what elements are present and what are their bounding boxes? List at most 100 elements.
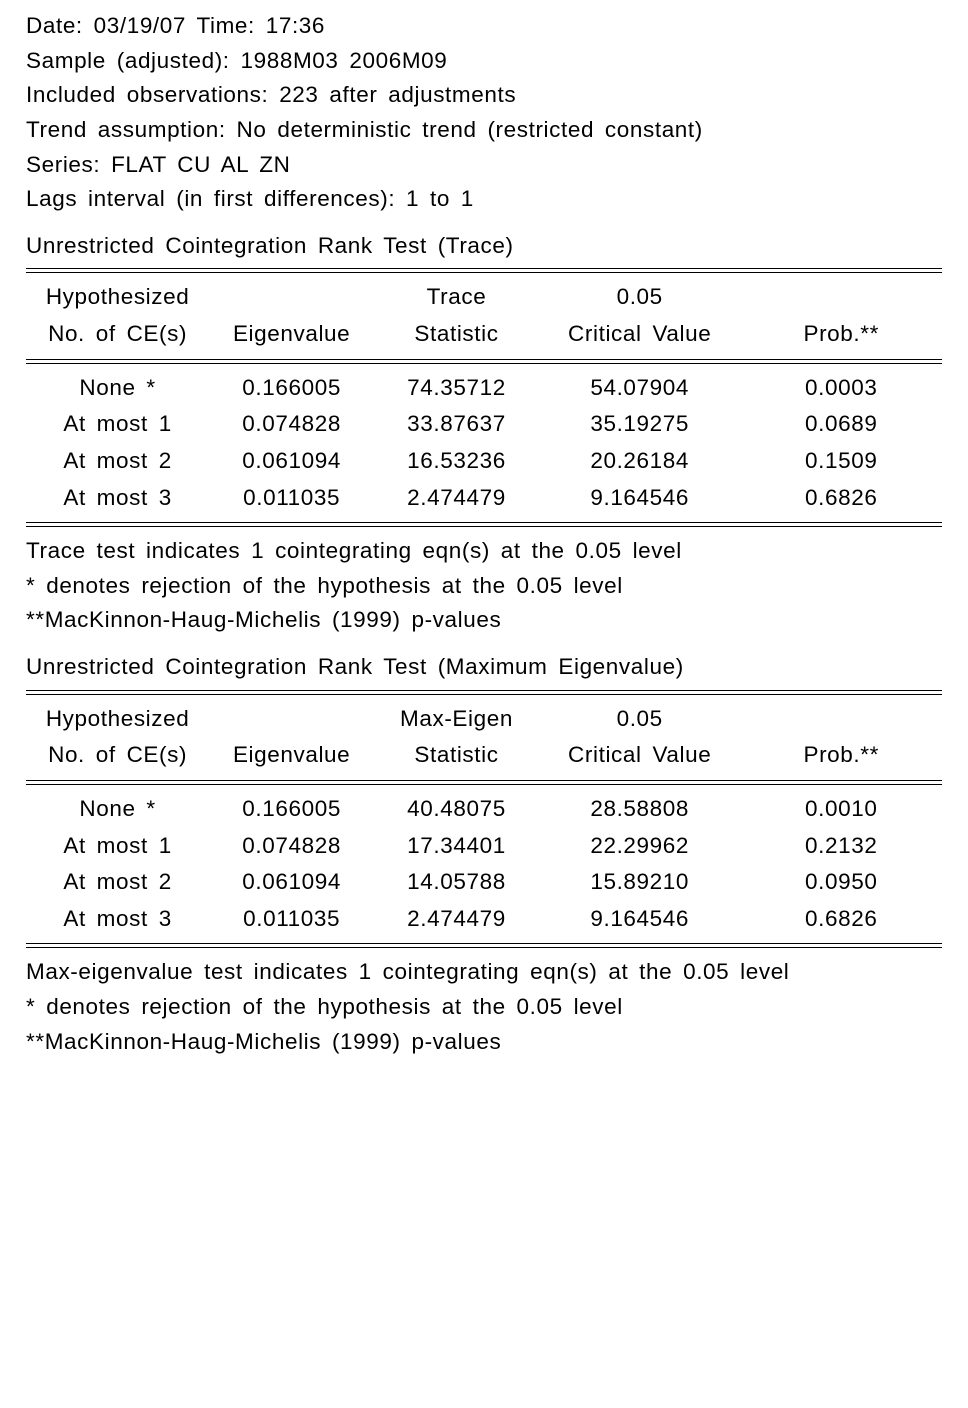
col-crit-r2: Critical Value	[539, 316, 741, 353]
cell-crit: 35.19275	[539, 406, 741, 443]
col-crit-r1: 0.05	[539, 701, 741, 738]
output-page: Date: 03/19/07 Time: 17:36 Sample (adjus…	[0, 0, 968, 1070]
rule-double	[26, 359, 942, 364]
rule-double	[26, 780, 942, 785]
table-row: None * 0.166005 40.48075 28.58808 0.0010	[26, 791, 942, 828]
trace-data-table: None * 0.166005 74.35712 54.07904 0.0003…	[26, 370, 942, 517]
col-stat-r2: Statistic	[374, 316, 539, 353]
cell-hyp: None *	[26, 791, 209, 828]
cell-stat: 33.87637	[374, 406, 539, 443]
col-prob-r1	[740, 279, 942, 316]
trace-notes: Trace test indicates 1 cointegrating eqn…	[26, 535, 942, 637]
table-row: At most 1 0.074828 33.87637 35.19275 0.0…	[26, 406, 942, 443]
col-prob-r2: Prob.**	[740, 737, 942, 774]
col-eigen-r1	[209, 701, 374, 738]
cell-prob: 0.0010	[740, 791, 942, 828]
cell-hyp: At most 1	[26, 828, 209, 865]
col-stat-r1: Trace	[374, 279, 539, 316]
cell-crit: 28.58808	[539, 791, 741, 828]
col-hyp-r2: No. of CE(s)	[26, 316, 209, 353]
cell-prob: 0.6826	[740, 901, 942, 938]
maxeigen-table: Hypothesized Max-Eigen 0.05 No. of CE(s)…	[26, 701, 942, 774]
col-hyp-r1: Hypothesized	[26, 279, 209, 316]
maxeigen-note-3: **MacKinnon-Haug-Michelis (1999) p-value…	[26, 1026, 942, 1059]
table-row: None * 0.166005 74.35712 54.07904 0.0003	[26, 370, 942, 407]
cell-crit: 9.164546	[539, 901, 741, 938]
cell-eigen: 0.166005	[209, 791, 374, 828]
cell-prob: 0.2132	[740, 828, 942, 865]
cell-hyp: At most 2	[26, 443, 209, 480]
trace-note-2: * denotes rejection of the hypothesis at…	[26, 570, 942, 603]
cell-stat: 2.474479	[374, 901, 539, 938]
cell-eigen: 0.074828	[209, 406, 374, 443]
col-stat-r2: Statistic	[374, 737, 539, 774]
cell-prob: 0.6826	[740, 480, 942, 517]
rule-double	[26, 943, 942, 948]
table-row: At most 2 0.061094 16.53236 20.26184 0.1…	[26, 443, 942, 480]
header-lags: Lags interval (in first differences): 1 …	[26, 183, 942, 216]
cell-hyp: At most 2	[26, 864, 209, 901]
cell-eigen: 0.074828	[209, 828, 374, 865]
maxeigen-header-row2: No. of CE(s) Eigenvalue Statistic Critic…	[26, 737, 942, 774]
cell-crit: 22.29962	[539, 828, 741, 865]
maxeigen-header-row1: Hypothesized Max-Eigen 0.05	[26, 701, 942, 738]
cell-hyp: At most 3	[26, 901, 209, 938]
header-sample: Sample (adjusted): 1988M03 2006M09	[26, 45, 942, 78]
cell-eigen: 0.061094	[209, 864, 374, 901]
rule-double	[26, 690, 942, 695]
cell-stat: 74.35712	[374, 370, 539, 407]
trace-table: Hypothesized Trace 0.05 No. of CE(s) Eig…	[26, 279, 942, 352]
cell-crit: 9.164546	[539, 480, 741, 517]
header-observations: Included observations: 223 after adjustm…	[26, 79, 942, 112]
col-hyp-r2: No. of CE(s)	[26, 737, 209, 774]
col-hyp-r1: Hypothesized	[26, 701, 209, 738]
cell-crit: 15.89210	[539, 864, 741, 901]
header-date-time: Date: 03/19/07 Time: 17:36	[26, 10, 942, 43]
cell-prob: 0.1509	[740, 443, 942, 480]
maxeigen-note-1: Max-eigenvalue test indicates 1 cointegr…	[26, 956, 942, 989]
cell-stat: 40.48075	[374, 791, 539, 828]
col-eigen-r2: Eigenvalue	[209, 737, 374, 774]
cell-hyp: None *	[26, 370, 209, 407]
cell-prob: 0.0003	[740, 370, 942, 407]
col-crit-r1: 0.05	[539, 279, 741, 316]
cell-eigen: 0.166005	[209, 370, 374, 407]
col-stat-r1: Max-Eigen	[374, 701, 539, 738]
header-series: Series: FLAT CU AL ZN	[26, 149, 942, 182]
cell-stat: 16.53236	[374, 443, 539, 480]
cell-eigen: 0.011035	[209, 480, 374, 517]
cell-stat: 14.05788	[374, 864, 539, 901]
col-eigen-r1	[209, 279, 374, 316]
cell-stat: 2.474479	[374, 480, 539, 517]
cell-hyp: At most 1	[26, 406, 209, 443]
col-prob-r1	[740, 701, 942, 738]
trace-note-3: **MacKinnon-Haug-Michelis (1999) p-value…	[26, 604, 942, 637]
maxeigen-data-table: None * 0.166005 40.48075 28.58808 0.0010…	[26, 791, 942, 938]
trace-header-row2: No. of CE(s) Eigenvalue Statistic Critic…	[26, 316, 942, 353]
table-row: At most 3 0.011035 2.474479 9.164546 0.6…	[26, 901, 942, 938]
table-row: At most 3 0.011035 2.474479 9.164546 0.6…	[26, 480, 942, 517]
trace-note-1: Trace test indicates 1 cointegrating eqn…	[26, 535, 942, 568]
rule-double	[26, 268, 942, 273]
cell-prob: 0.0950	[740, 864, 942, 901]
cell-hyp: At most 3	[26, 480, 209, 517]
cell-crit: 20.26184	[539, 443, 741, 480]
header-block: Date: 03/19/07 Time: 17:36 Sample (adjus…	[26, 10, 942, 216]
maxeigen-note-2: * denotes rejection of the hypothesis at…	[26, 991, 942, 1024]
table-row: At most 1 0.074828 17.34401 22.29962 0.2…	[26, 828, 942, 865]
col-eigen-r2: Eigenvalue	[209, 316, 374, 353]
cell-crit: 54.07904	[539, 370, 741, 407]
table-row: At most 2 0.061094 14.05788 15.89210 0.0…	[26, 864, 942, 901]
cell-eigen: 0.011035	[209, 901, 374, 938]
col-prob-r2: Prob.**	[740, 316, 942, 353]
trace-title: Unrestricted Cointegration Rank Test (Tr…	[26, 230, 942, 263]
maxeigen-title: Unrestricted Cointegration Rank Test (Ma…	[26, 651, 942, 684]
cell-eigen: 0.061094	[209, 443, 374, 480]
rule-double	[26, 522, 942, 527]
col-crit-r2: Critical Value	[539, 737, 741, 774]
cell-prob: 0.0689	[740, 406, 942, 443]
trace-header-row1: Hypothesized Trace 0.05	[26, 279, 942, 316]
cell-stat: 17.34401	[374, 828, 539, 865]
maxeigen-notes: Max-eigenvalue test indicates 1 cointegr…	[26, 956, 942, 1058]
header-trend: Trend assumption: No deterministic trend…	[26, 114, 942, 147]
